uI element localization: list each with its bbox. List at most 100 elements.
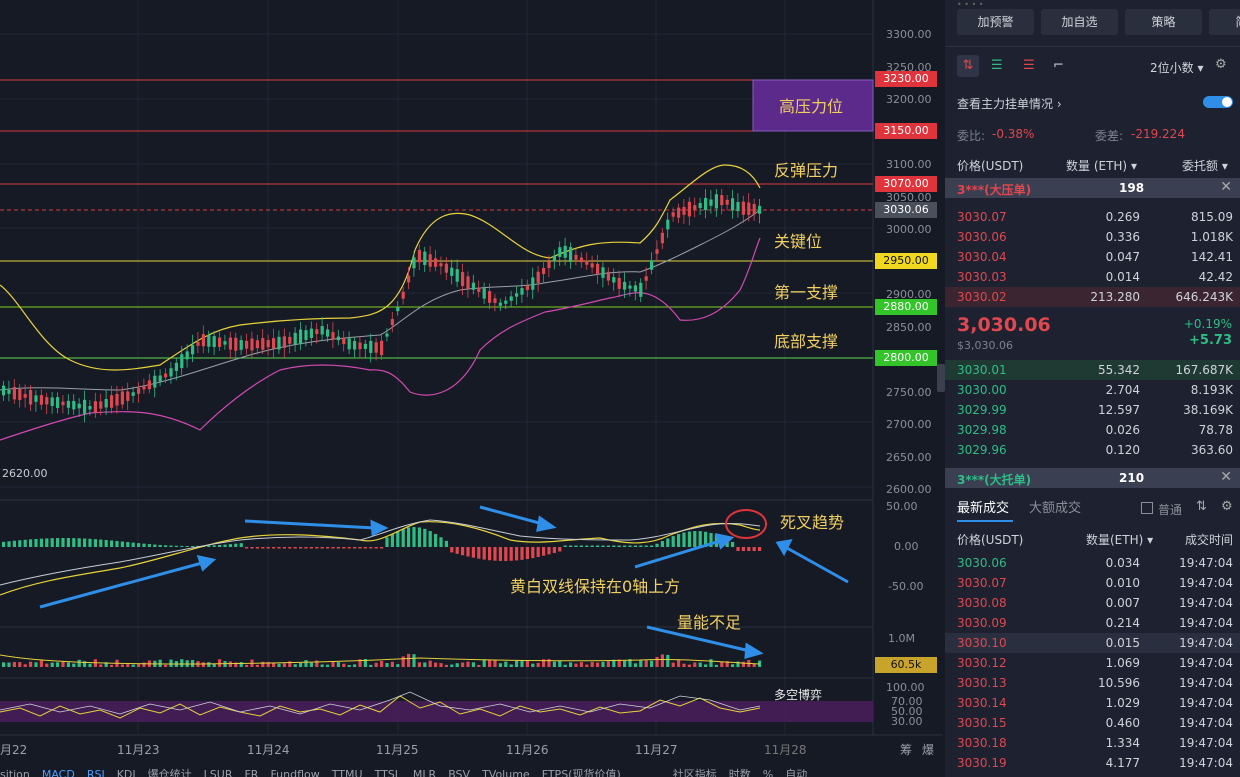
big-bid-row[interactable]: 3***(大托单) 210 ✕ [945,468,1240,488]
indicator-tab[interactable]: TTSL [374,768,401,777]
indicator-tab[interactable]: TVolume [482,768,530,777]
order-summary-toggle[interactable] [1203,96,1233,108]
candle-body [741,201,745,215]
macd-bar [552,547,556,553]
chips-button[interactable]: 筹 [900,743,913,757]
indicator-tab[interactable]: KDJ [116,768,136,777]
price-axis-label: 2650.00 [886,450,932,464]
macd-bar [45,538,49,547]
trades-settings-icon[interactable]: ⚙ [1221,499,1233,514]
add-alert-button[interactable]: 加预警 [957,9,1034,35]
macd-bar [736,547,740,551]
volume-bar [558,660,562,667]
volume-bar [720,661,724,667]
volume-bar [228,661,232,667]
tag-2950: 2950.00 [875,253,937,269]
candle-body [331,332,335,340]
candle-body [682,206,686,215]
price-chart[interactable] [0,0,943,777]
tab-big-trades[interactable]: 大额成交 [1029,501,1082,516]
order-summary-link[interactable]: 查看主力挂单情况 › [957,97,1062,111]
candle-body [23,394,27,398]
volume-bar [666,654,670,667]
candle-body [585,260,589,265]
indicator-option[interactable]: % [762,768,774,777]
orderbook-row[interactable]: 3030.06 0.336 1.018K [945,227,1240,247]
row-total: 78.78 [1198,423,1233,437]
indicator-tab[interactable]: 爆仓统计 [147,768,192,777]
trade-header-qty[interactable]: 数量(ETH) ▾ [1086,533,1154,547]
orderbook-row[interactable]: 3030.02 213.280 646.243K [945,287,1240,307]
row-qty: 12.597 [1098,403,1140,417]
orderbook-row[interactable]: 3030.00 2.704 8.193K [945,380,1240,400]
indicator-tab[interactable]: BSV [448,768,471,777]
orderbook-row[interactable]: 3030.07 0.269 815.09 [945,207,1240,227]
layout-both-icon[interactable]: ⇅ [957,55,979,77]
close-icon[interactable]: ✕ [1220,179,1232,195]
trade-qty: 0.007 [1105,596,1140,610]
indicator-tab[interactable]: sition [0,768,30,777]
tab-latest-trades[interactable]: 最新成交 [957,501,1010,516]
trade-row: 3030.13 10.596 19:47:04 [945,673,1240,693]
chart-area[interactable]: 3300.00 3250.00 3200.00 3150.00 3100.00 3050.… [0,0,943,777]
macd-bar [153,544,157,547]
layout-trades-icon[interactable]: ⌐ [1053,58,1064,73]
indicator-option[interactable]: 社区指标 [672,768,717,777]
volume-bar [380,660,384,667]
candle-body [169,368,173,377]
layout-asks-icon[interactable]: ☰ [1023,58,1035,73]
volume-bar [353,664,357,667]
volume-bar [331,661,335,667]
candle-body [471,282,475,290]
overview-button[interactable]: 简况 [1209,9,1240,35]
row-price: 3030.02 [957,290,1007,304]
orderbook-row[interactable]: 3030.03 0.014 42.42 [945,267,1240,287]
strategy-button[interactable]: 策略 [1125,9,1202,35]
indicator-tab[interactable]: FR [244,768,259,777]
filter-icon[interactable]: ⇅ [1196,499,1207,514]
indicator-tab[interactable]: FTPS(现货价值) [541,768,621,777]
indicator-tab[interactable]: RSI [86,768,105,777]
layout-bids-icon[interactable]: ☰ [991,58,1003,73]
indicator-tab[interactable]: TTMU [331,768,363,777]
orderbook-row[interactable]: 3030.01 55.342 167.687K [945,360,1240,380]
candle-body [574,254,578,260]
macd-bar [353,547,357,549]
macd-bar [320,547,324,549]
indicator-tab[interactable]: MACD [41,768,75,777]
normal-checkbox[interactable] [1141,502,1153,514]
indicator-tab[interactable]: LSUR [203,768,233,777]
panel-collapse-handle[interactable] [937,364,945,392]
orderbook-row[interactable]: 3029.98 0.026 78.78 [945,420,1240,440]
candle-body [677,207,681,218]
orderbook-row[interactable]: 3029.99 12.597 38.169K [945,400,1240,420]
macd-bar [255,547,259,549]
indicator-option[interactable]: 时数 [728,768,751,777]
indicator-tab[interactable]: MLR [412,768,437,777]
close-icon[interactable]: ✕ [1220,469,1232,485]
settings-icon[interactable]: ⚙ [1215,57,1227,72]
tag-3230: 3230.00 [875,71,937,87]
big-ask-row[interactable]: 3***(大压单) 198 ✕ [945,178,1240,198]
macd-bar [277,547,281,549]
price-axis-label: 2600.00 [886,483,932,496]
add-watchlist-button[interactable]: 加自选 [1041,9,1118,35]
macd-bar [131,542,135,547]
candle-body [358,342,362,350]
candle-body [131,392,135,396]
volume-bars [2,653,762,667]
orderbook-row[interactable]: 3029.96 0.120 363.60 [945,440,1240,460]
decimals-select[interactable]: 2位小数 ▾ [1150,61,1204,75]
header-qty[interactable]: 数量 (ETH) ▾ [1066,159,1137,173]
indicator-tab[interactable]: Fundflow [270,768,320,777]
indicator-option[interactable]: 自动 [785,768,808,777]
liquidation-button[interactable]: 爆 [922,743,935,757]
macd-bar [142,543,146,547]
volume-bar [639,660,643,667]
candle-body [488,291,492,303]
volume-bar [428,660,432,667]
header-total[interactable]: 委托额 ▾ [1182,159,1228,173]
candle-body [612,277,616,283]
macd-bar [412,527,416,547]
orderbook-row[interactable]: 3030.04 0.047 142.41 [945,247,1240,267]
